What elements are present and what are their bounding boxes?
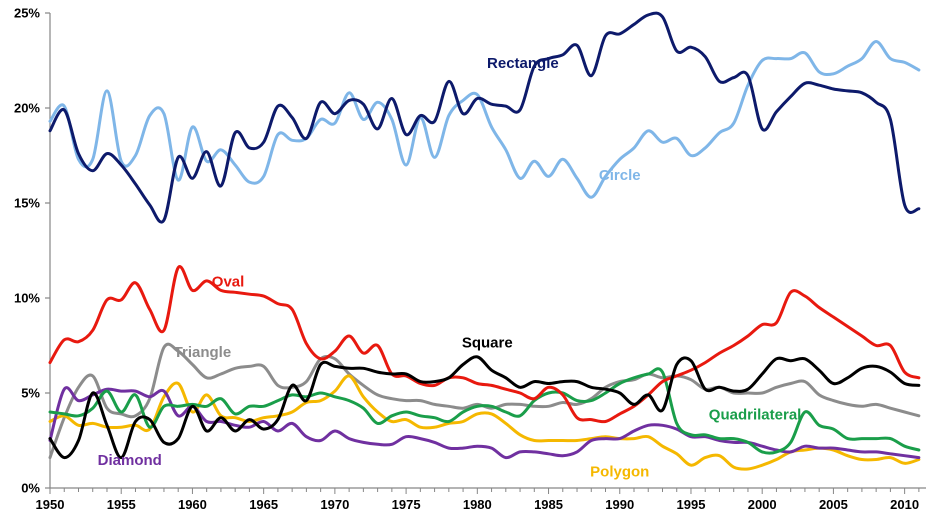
x-tick-label: 1990 xyxy=(605,497,634,512)
x-tick-label: 2005 xyxy=(819,497,848,512)
y-tick-label: 10% xyxy=(14,291,40,306)
series-label-square: Square xyxy=(462,334,513,351)
y-tick-label: 5% xyxy=(21,386,40,401)
series-line-square xyxy=(48,355,921,460)
series-line-oval xyxy=(48,265,921,424)
series-lines xyxy=(48,11,921,471)
series-label-quadrilateral: Quadrilateral xyxy=(709,407,802,424)
x-tick-label: 1995 xyxy=(677,497,706,512)
series-label-circle: Circle xyxy=(599,167,641,184)
x-tick-label: 1950 xyxy=(36,497,65,512)
series-label-polygon: Polygon xyxy=(590,464,649,481)
series-label-oval: Oval xyxy=(212,274,245,291)
axes: 0% 5% 10% 15% 20% 25% 1950 1955 1960 1965 1970 1975… xyxy=(14,6,926,512)
x-tick-label: 1965 xyxy=(249,497,278,512)
series-line-rectangle xyxy=(48,11,921,224)
x-tick-label: 1960 xyxy=(178,497,207,512)
x-tick-label: 2000 xyxy=(748,497,777,512)
x-tick-label: 1975 xyxy=(392,497,421,512)
series-line-circle xyxy=(48,40,921,199)
y-tick-label: 20% xyxy=(14,101,40,116)
y-tick-label: 0% xyxy=(21,481,40,496)
series-label-diamond: Diamond xyxy=(98,452,162,469)
x-tick-label: 1980 xyxy=(463,497,492,512)
series-labels: Rectangle Circle Oval Square Triangle Quadril… xyxy=(98,55,802,481)
y-tick-label: 15% xyxy=(14,196,40,211)
x-tick-label: 1955 xyxy=(107,497,136,512)
series-label-triangle: Triangle xyxy=(174,344,232,361)
series-line-polygon xyxy=(48,374,921,471)
series-label-rectangle: Rectangle xyxy=(487,55,559,72)
x-tick-label: 1970 xyxy=(320,497,349,512)
x-tick-label: 1985 xyxy=(534,497,563,512)
series-line-quadrilateral xyxy=(48,367,921,455)
x-tick-label: 2010 xyxy=(890,497,919,512)
y-tick-label: 25% xyxy=(14,6,40,21)
